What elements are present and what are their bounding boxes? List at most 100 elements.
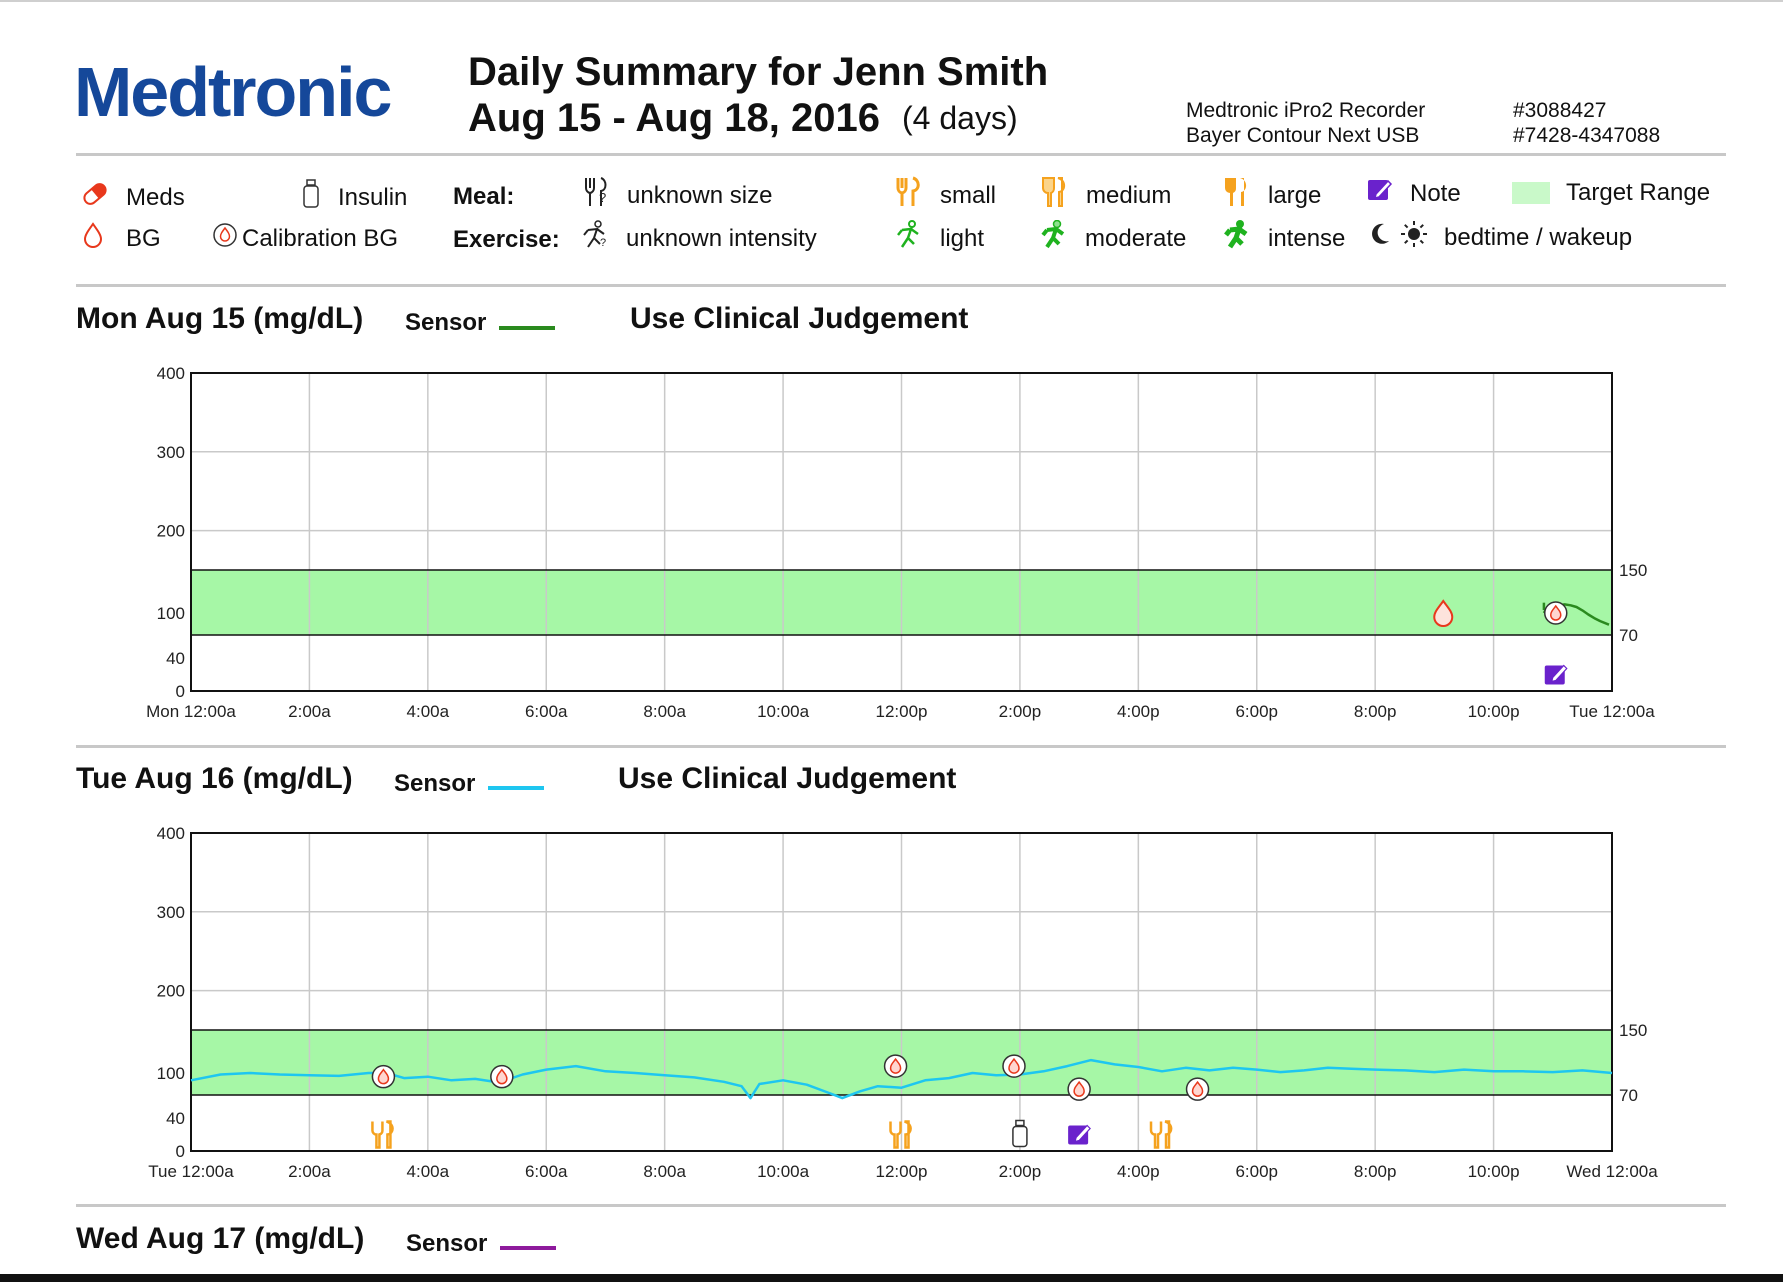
device-name: Medtronic iPro2 Recorder bbox=[1186, 99, 1426, 122]
meal-fork bbox=[889, 1121, 902, 1149]
legend-bedtime-wakeup: bedtime / wakeup bbox=[1368, 220, 1632, 255]
insulin-vial bbox=[1012, 1125, 1028, 1148]
target-lower-label: 70 bbox=[1619, 626, 1638, 645]
exercise-light-icon bbox=[894, 220, 924, 257]
legend-divider bbox=[76, 284, 1726, 287]
insulin-vial-icon bbox=[300, 179, 322, 216]
meal-marker bbox=[1149, 1120, 1173, 1149]
y-tick-label: 300 bbox=[157, 903, 185, 922]
x-tick-label: 10:00a bbox=[757, 702, 810, 721]
calibration-drop bbox=[1008, 1057, 1020, 1074]
calibration-drop bbox=[1191, 1080, 1204, 1097]
note-pencil bbox=[1074, 1124, 1091, 1143]
target-upper-label: 150 bbox=[1619, 561, 1647, 580]
x-tick-label: 2:00a bbox=[288, 702, 331, 721]
x-tick-label: Tue 12:00a bbox=[1569, 702, 1655, 721]
calibration-bg-icon bbox=[212, 222, 238, 255]
legend-ex-intense-label: intense bbox=[1268, 224, 1346, 252]
legend-bg: BG bbox=[82, 222, 161, 255]
day1-sensor-swatch bbox=[499, 326, 555, 330]
bg-drop-icon bbox=[82, 222, 104, 255]
x-tick-label: 6:00a bbox=[525, 1162, 568, 1181]
bg-drop-icon bbox=[1433, 599, 1454, 627]
x-tick-label: 12:00p bbox=[876, 1162, 928, 1181]
y-tick-label: 0 bbox=[176, 682, 185, 701]
calibration-drop bbox=[1073, 1080, 1085, 1097]
device-serial: #3088427 bbox=[1513, 99, 1607, 122]
page-title: Daily Summary for Jenn Smith bbox=[468, 50, 1049, 94]
y-tick-label: 40 bbox=[166, 649, 185, 668]
note-icon bbox=[1366, 176, 1394, 211]
day2-sensor-swatch bbox=[488, 786, 544, 790]
note-marker bbox=[1544, 664, 1568, 685]
svg-text:?: ? bbox=[599, 190, 606, 205]
x-tick-label: 2:00p bbox=[999, 1162, 1042, 1181]
day1-divider bbox=[76, 745, 1726, 748]
legend-calibration-bg-label: Calibration BG bbox=[242, 224, 399, 252]
calibration-bg-point bbox=[371, 1064, 396, 1089]
meal-unknown-icon: ? bbox=[581, 176, 611, 215]
target-range-swatch bbox=[1512, 182, 1550, 204]
days-count: (4 days) bbox=[902, 100, 1018, 136]
legend-ex-moderate-label: moderate bbox=[1085, 224, 1187, 252]
legend-ex-light-label: light bbox=[940, 224, 985, 252]
y-tick-label: 200 bbox=[157, 522, 185, 541]
x-tick-label: 2:00p bbox=[999, 702, 1042, 721]
legend-meal-small-label: small bbox=[940, 181, 997, 209]
calibration-bg-point bbox=[1002, 1054, 1026, 1078]
y-tick-label: 100 bbox=[157, 1064, 185, 1083]
x-tick-label: 10:00a bbox=[757, 1162, 810, 1181]
x-tick-label: 10:00p bbox=[1468, 1162, 1520, 1181]
legend-insulin: Insulin bbox=[300, 179, 407, 216]
bottom-scrollbar[interactable] bbox=[0, 1274, 1783, 1282]
x-tick-label: Mon 12:00a bbox=[146, 702, 236, 721]
plot-frame bbox=[190, 372, 1613, 692]
day3-sensor-swatch bbox=[500, 1246, 556, 1250]
x-tick-label: 8:00a bbox=[643, 1162, 686, 1181]
calibration-drop bbox=[889, 1057, 902, 1074]
note-pencil bbox=[1550, 664, 1568, 683]
legend-note: Note bbox=[1366, 176, 1461, 211]
header-divider bbox=[76, 153, 1726, 156]
calibration-drop bbox=[377, 1068, 390, 1085]
legend-ex-unknown: ? unknown intensity bbox=[580, 220, 817, 257]
meter-name: Bayer Contour Next USB bbox=[1186, 124, 1420, 147]
day2-sensor-label: Sensor bbox=[394, 770, 476, 797]
x-tick-label: 4:00a bbox=[407, 1162, 450, 1181]
pill-icon bbox=[80, 179, 110, 216]
x-tick-label: 8:00p bbox=[1354, 1162, 1397, 1181]
legend-meds: Meds bbox=[80, 179, 185, 216]
legend-insulin-label: Insulin bbox=[338, 183, 408, 211]
date-range: Aug 15 - Aug 18, 2016 bbox=[468, 96, 880, 140]
meal-small-icon bbox=[894, 176, 924, 215]
x-tick-label: 4:00p bbox=[1117, 1162, 1160, 1181]
meal-knife bbox=[385, 1120, 394, 1149]
x-tick-label: 8:00a bbox=[643, 702, 686, 721]
calibration-bg-point bbox=[883, 1054, 908, 1078]
legend-bedtime-wakeup-label: bedtime / wakeup bbox=[1444, 223, 1633, 251]
y-tick-label: 400 bbox=[157, 824, 185, 843]
calibration-bg-point bbox=[1067, 1077, 1091, 1101]
day2-clinical-notice: Use Clinical Judgement bbox=[618, 762, 957, 795]
legend-exercise-heading: Exercise: bbox=[453, 226, 560, 253]
day1-title: Mon Aug 15 (mg/dL) bbox=[76, 302, 364, 335]
meal-fork bbox=[371, 1121, 384, 1149]
meal-marker bbox=[371, 1120, 394, 1149]
y-tick-label: 400 bbox=[157, 364, 185, 383]
x-tick-label: Wed 12:00a bbox=[1566, 1162, 1658, 1181]
calibration-drop bbox=[496, 1068, 508, 1085]
legend-calibration-bg: Calibration BG bbox=[212, 222, 398, 255]
x-tick-label: 4:00p bbox=[1117, 702, 1160, 721]
x-tick-label: 6:00a bbox=[525, 702, 568, 721]
legend-meal-large-label: large bbox=[1268, 181, 1322, 209]
meal-large-icon bbox=[1222, 176, 1252, 215]
day1-sensor-label: Sensor bbox=[405, 309, 487, 336]
meal-fork bbox=[1149, 1121, 1163, 1149]
calibration-drop bbox=[1550, 604, 1562, 621]
y-tick-label: 0 bbox=[176, 1142, 185, 1161]
legend-meds-label: Meds bbox=[126, 183, 185, 211]
target-upper-label: 150 bbox=[1619, 1021, 1647, 1040]
legend-meal-unknown: ? unknown size bbox=[581, 176, 772, 215]
top-rule bbox=[0, 0, 1783, 2]
